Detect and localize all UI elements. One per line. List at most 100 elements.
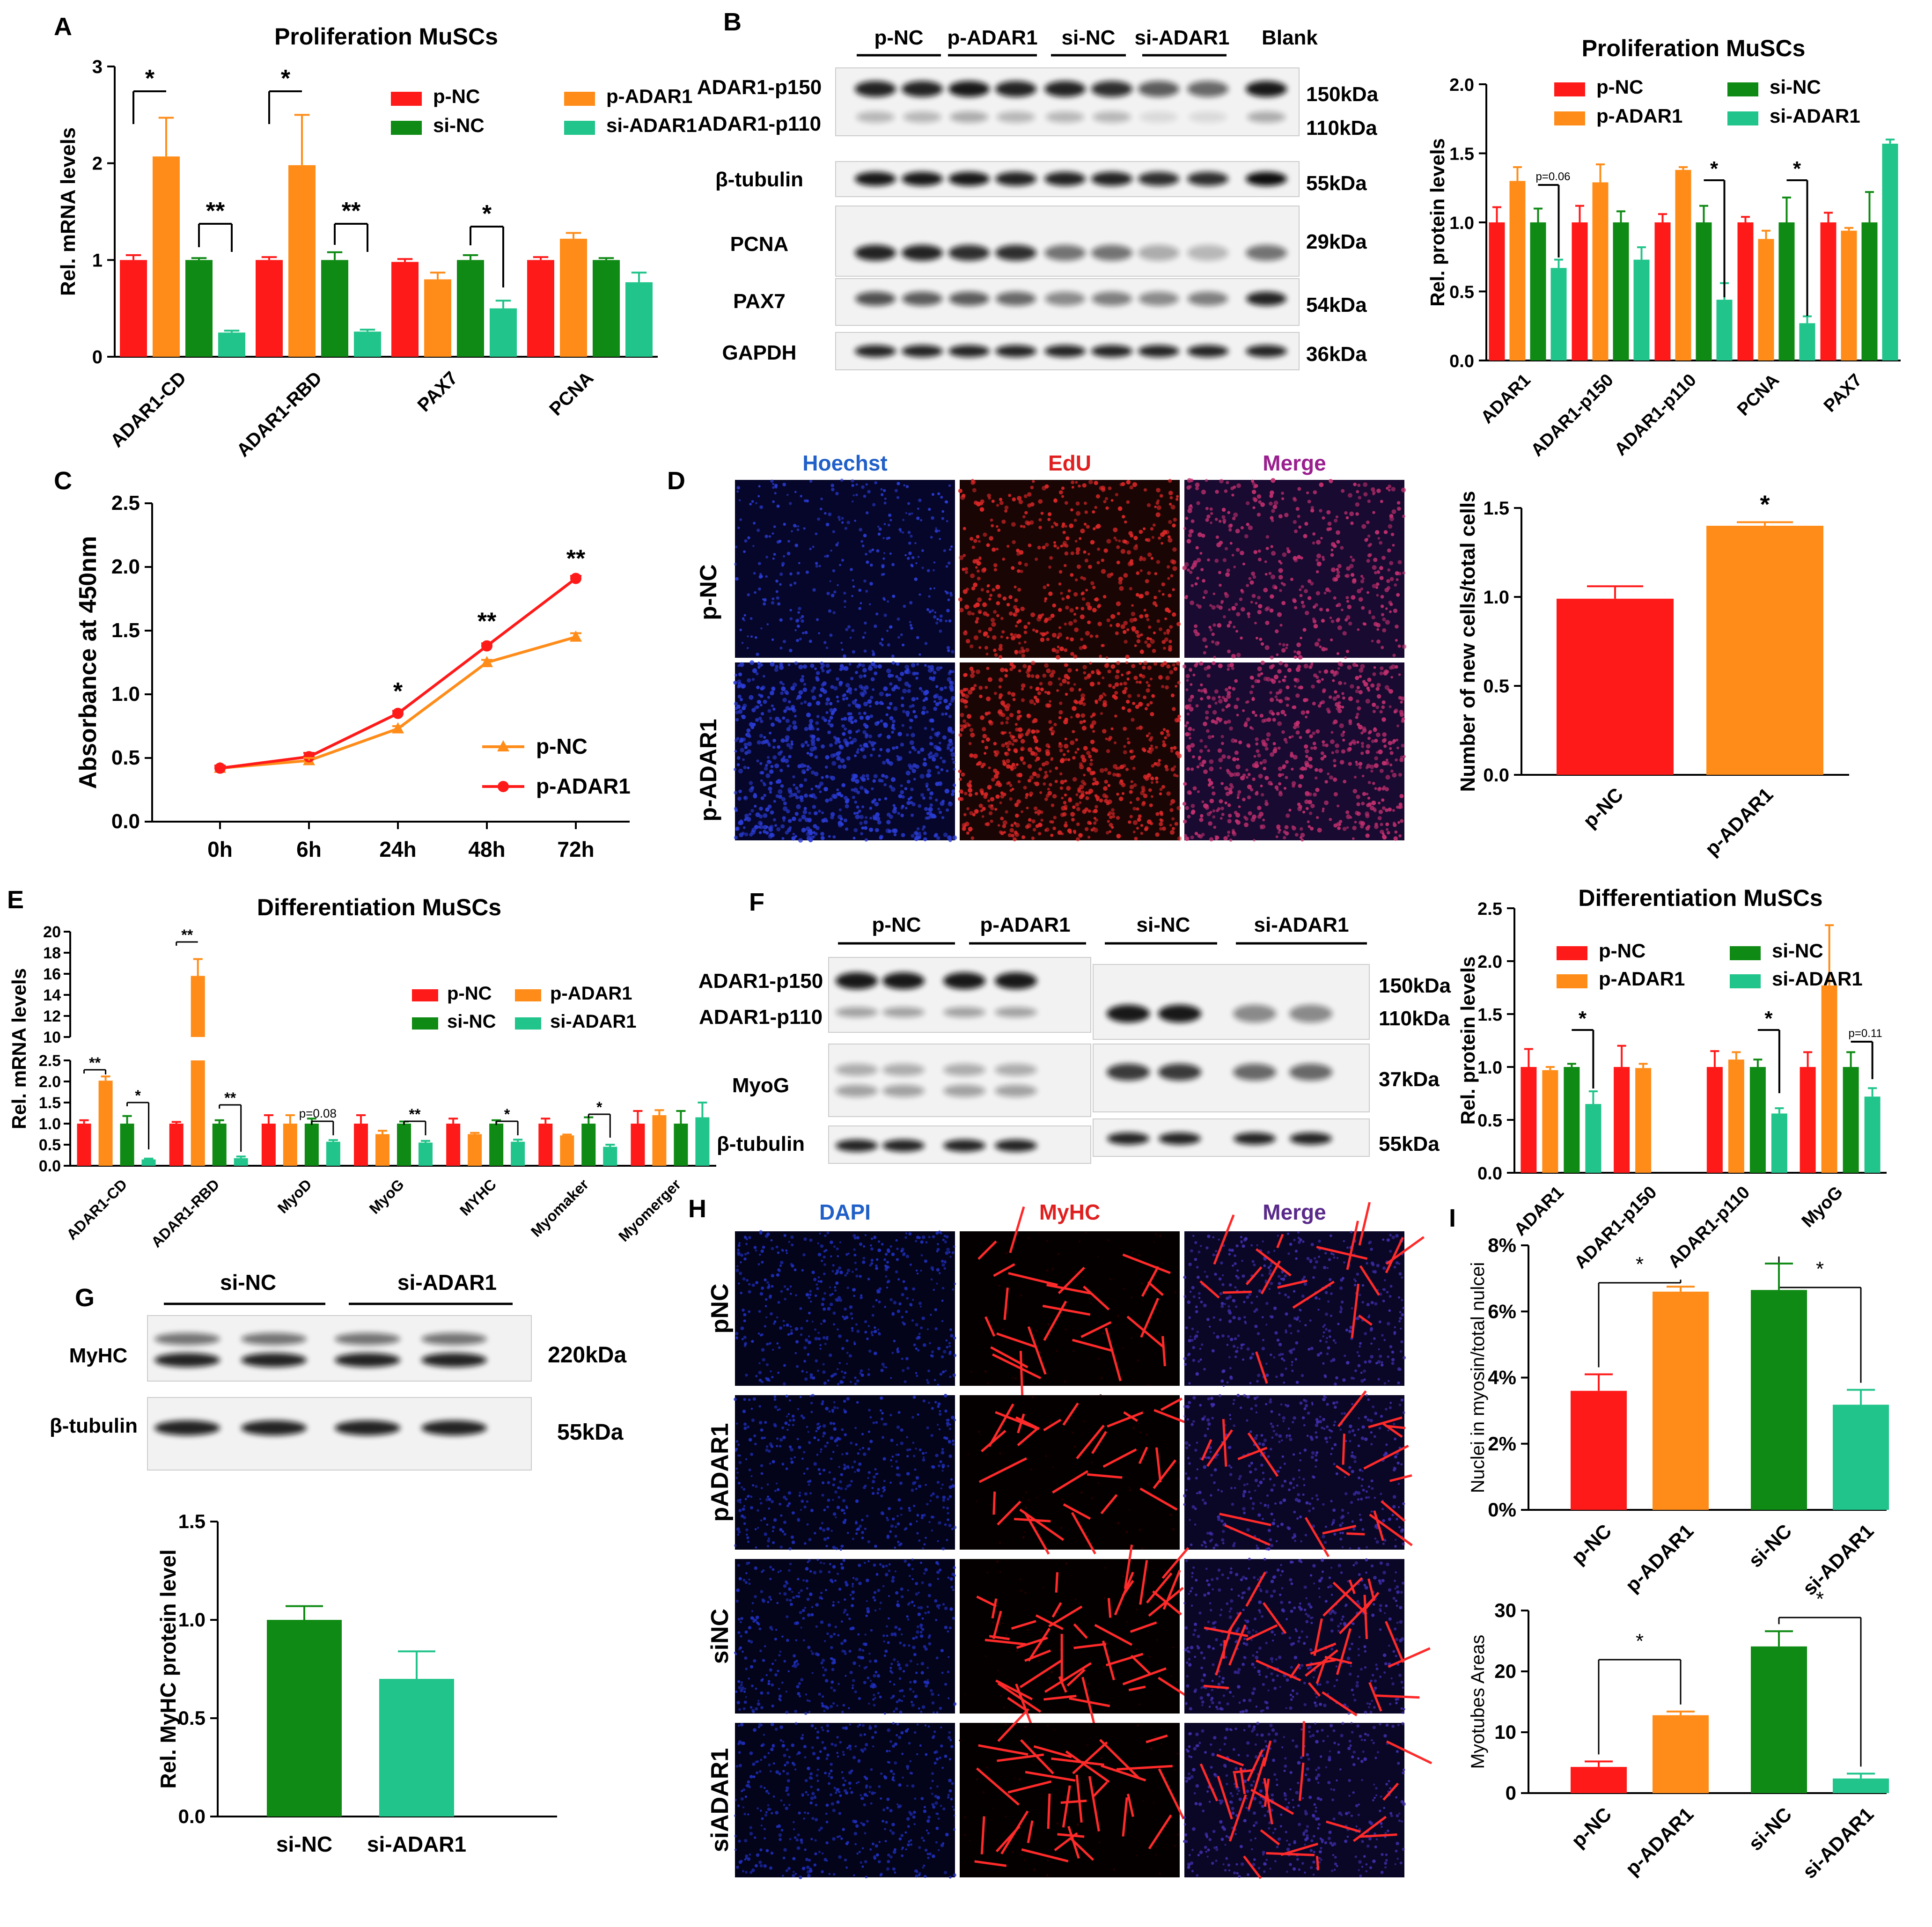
nucleus-dot (1366, 559, 1370, 563)
nucleus-dot (922, 825, 926, 829)
nucleus-dot (1297, 664, 1301, 669)
nucleus-dot (1276, 712, 1280, 716)
nucleus-dot (888, 523, 890, 527)
nucleus-dot (1367, 796, 1371, 800)
nucleus-dot (786, 1323, 789, 1327)
nucleus-dot (1350, 521, 1354, 525)
nucleus-dot (1291, 735, 1294, 738)
nucleus-dot (1102, 676, 1105, 679)
nucleus-dot (1122, 515, 1125, 519)
nucleus-dot (991, 524, 994, 528)
nucleus-dot (904, 1287, 908, 1290)
nucleus-dot (939, 687, 944, 691)
nucleus-dot (1011, 834, 1015, 838)
nucleus-dot (973, 539, 977, 543)
blot-band (949, 292, 989, 306)
nucleus-dot (921, 711, 926, 715)
nucleus-dot (980, 588, 984, 592)
nucleus-dot (1142, 557, 1146, 561)
nucleus-dot (1379, 671, 1383, 676)
nucleus-dot (801, 828, 806, 833)
nucleus-dot (1090, 739, 1095, 744)
nucleus-dot (1382, 617, 1386, 622)
nucleus-dot (1050, 525, 1054, 529)
nucleus-dot (814, 796, 817, 800)
nucleus-dot (1381, 646, 1384, 649)
nucleus-dot (944, 590, 947, 593)
nucleus-dot (765, 1363, 769, 1367)
nucleus-dot (779, 618, 783, 622)
nucleus-dot (1065, 692, 1068, 696)
nucleus-dot (1096, 798, 1099, 802)
y-tick-label: 1.5 (1483, 498, 1509, 519)
nucleus-dot (772, 739, 776, 743)
nucleus-dot (993, 774, 999, 779)
nucleus-dot (920, 793, 925, 797)
nucleus-dot (1165, 676, 1170, 680)
nucleus-dot (883, 613, 887, 617)
nucleus-dot (929, 803, 933, 807)
nucleus-dot (881, 493, 884, 496)
nucleus-dot (1075, 501, 1080, 506)
nucleus-dot (741, 1338, 744, 1340)
nucleus-dot (1284, 513, 1289, 517)
nucleus-dot (1360, 731, 1364, 735)
nucleus-dot (1389, 603, 1393, 606)
nucleus-dot (948, 1352, 952, 1355)
nucleus-dot (823, 1255, 826, 1259)
nucleus-dot (1005, 810, 1008, 814)
nucleus-dot (840, 794, 844, 798)
micrograph-edu (958, 478, 1181, 660)
nucleus-dot (821, 818, 826, 823)
nucleus-dot (1079, 801, 1082, 804)
nucleus-dot (1281, 648, 1286, 653)
nucleus-dot (1062, 543, 1066, 547)
nucleus-dot (1375, 732, 1381, 737)
nucleus-dot (1234, 705, 1239, 709)
nucleus-dot (771, 532, 774, 535)
nucleus-dot (1144, 826, 1149, 830)
nucleus-dot (1205, 518, 1209, 522)
nucleus-dot (1126, 480, 1131, 485)
nucleus-dot (831, 488, 835, 492)
nucleus-dot (1064, 807, 1068, 810)
nucleus-dot (1341, 489, 1345, 493)
legend-label: p-ADAR1 (550, 983, 632, 1004)
nucleus-dot (948, 702, 952, 706)
nucleus-dot (1041, 613, 1044, 616)
nucleus-dot (863, 1245, 866, 1248)
nucleus-dot (1348, 742, 1352, 746)
nucleus-dot (852, 700, 857, 705)
nucleus-dot (883, 552, 886, 554)
nucleus-dot (801, 675, 804, 678)
nucleus-dot (773, 800, 776, 803)
nucleus-dot (866, 560, 869, 564)
nucleus-dot (1299, 836, 1302, 839)
nucleus-dot (893, 833, 897, 837)
nucleus-dot (937, 492, 940, 495)
nucleus-dot (958, 797, 962, 801)
nucleus-dot (979, 502, 984, 506)
nucleus-dot (802, 1253, 806, 1257)
nucleus-dot (859, 1275, 862, 1278)
nucleus-dot (947, 561, 951, 565)
nucleus-dot (1042, 673, 1047, 678)
nucleus-dot (952, 783, 956, 787)
nucleus-dot (895, 675, 899, 678)
nucleus-dot (1122, 1347, 1124, 1349)
nucleus-dot (946, 746, 950, 750)
nucleus-dot (832, 1373, 836, 1376)
bar (1728, 1059, 1744, 1173)
nucleus-dot (1009, 828, 1014, 833)
micrograph-background (1184, 480, 1404, 658)
nucleus-dot (737, 1244, 741, 1247)
nucleus-dot (783, 1234, 786, 1237)
nucleus-dot (971, 545, 975, 549)
nucleus-dot (896, 1247, 899, 1250)
nucleus-dot (886, 748, 890, 753)
nucleus-dot (982, 807, 986, 811)
nucleus-dot (1141, 747, 1146, 751)
blot-band (421, 1353, 487, 1367)
nucleus-dot (776, 1316, 779, 1319)
nucleus-dot (947, 649, 950, 652)
